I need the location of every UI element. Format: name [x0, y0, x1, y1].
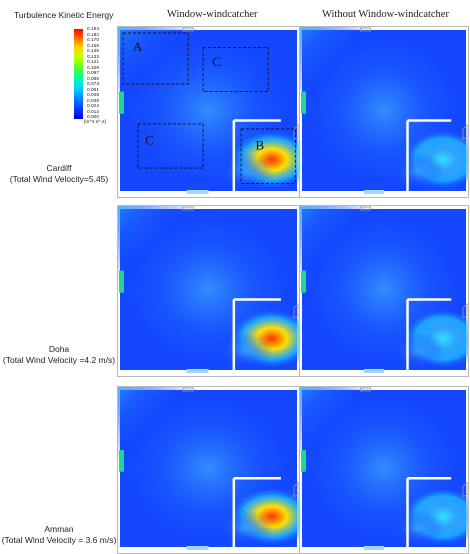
- zone-label: A: [133, 39, 143, 54]
- row-label-doha: Doha (Total Wind Velocity =4.2 m/s): [0, 344, 118, 366]
- column-heading-without: Without Window-windcatcher: [322, 9, 449, 20]
- colorbar-units: [m^2 s^-2]: [84, 120, 106, 125]
- row-label-cardiff: Cardiff (Total Wind Velocity=5.45): [0, 163, 118, 185]
- colorbar-tick-label: 0.194: [87, 27, 100, 32]
- colorbar-tick-label: 0.158: [87, 43, 100, 49]
- colorbar: [74, 29, 83, 119]
- colorbar-tick-label: 0.170: [87, 38, 100, 43]
- contour-panel: [299, 386, 469, 554]
- column-heading-with: Window-windcatcher: [167, 9, 258, 20]
- colorbar-tick-label: 0.000: [87, 115, 100, 120]
- row-city: Cardiff: [46, 163, 72, 173]
- colorbar-tick-label: 0.097: [87, 71, 100, 76]
- row-city: Doha: [48, 344, 70, 354]
- row-velocity: (Total Wind Velocity =4.2 m/s): [2, 355, 116, 365]
- colorbar-tick-label: 0.133: [87, 54, 100, 60]
- colorbar-tick-label: 0.109: [87, 65, 100, 71]
- legend-title: Turbulence Kinetic Energy: [14, 10, 114, 20]
- colorbar-tick-label: 0.024: [87, 104, 100, 109]
- zone-label: B: [256, 137, 265, 152]
- row-velocity: (Total Wind Velocity=5.45): [9, 174, 109, 184]
- colorbar-tick-label: 0.061: [87, 87, 100, 93]
- colorbar-tick-label: 0.073: [87, 82, 100, 87]
- contour-panel: [117, 205, 300, 377]
- colorbar-tick-label: 0.121: [87, 60, 100, 65]
- zone-label: C: [145, 132, 154, 147]
- colorbar-tick-label: 0.012: [87, 109, 100, 115]
- row-velocity: (Total Wind Velocity = 3.6 m/s): [1, 535, 117, 545]
- row-label-amman: Amman (Total Wind Velocity = 3.6 m/s): [0, 524, 118, 546]
- contour-panel: [299, 205, 469, 377]
- row-city: Amman: [44, 524, 74, 534]
- contour-panel: [117, 386, 300, 554]
- colorbar-tick-label: 0.145: [87, 49, 100, 54]
- colorbar-tick-label: 0.036: [87, 98, 100, 104]
- contour-panel: A B C C: [117, 26, 300, 198]
- zone-label: C: [212, 54, 221, 69]
- colorbar-tick-label: 0.048: [87, 93, 100, 98]
- colorbar-tick-label: 0.182: [87, 32, 100, 38]
- colorbar-tick-label: 0.085: [87, 76, 100, 82]
- contour-panel: [299, 26, 469, 198]
